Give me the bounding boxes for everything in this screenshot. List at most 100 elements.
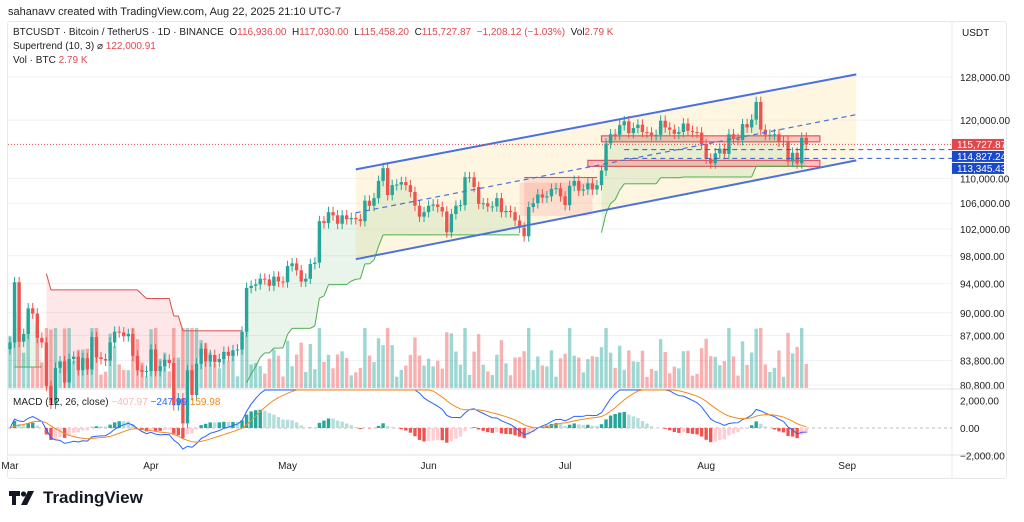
volume-legend[interactable]: Vol · BTC 2.79 K xyxy=(13,55,88,66)
candle-body xyxy=(563,196,567,206)
candle-body xyxy=(513,212,517,221)
candle-body xyxy=(249,285,253,288)
macd-histogram-bar xyxy=(199,425,203,428)
volume-bar xyxy=(167,371,171,388)
supertrend-line xyxy=(373,246,380,261)
supertrend-fill xyxy=(351,217,356,282)
supertrend-fill xyxy=(255,278,261,367)
supertrend-fill xyxy=(301,278,306,329)
volume-bar xyxy=(276,355,281,388)
supertrend-line xyxy=(319,295,325,299)
supertrend-fill xyxy=(114,289,120,333)
volume-bar xyxy=(513,357,517,388)
macd-histogram-bar xyxy=(749,425,754,428)
macd-histogram-bar xyxy=(504,428,508,434)
volume-bar xyxy=(672,366,676,388)
candle-body xyxy=(167,359,171,363)
macd-histogram-bar xyxy=(203,423,208,428)
candle-body xyxy=(67,358,71,383)
macd-histogram-bar xyxy=(194,428,199,430)
macd-histogram-bar xyxy=(35,425,39,428)
macd-histogram-bar xyxy=(81,428,85,431)
supertrend-line xyxy=(619,183,625,191)
supertrend-line xyxy=(310,325,316,329)
macd-histogram-bar xyxy=(153,428,158,431)
macd-legend[interactable]: MACD (12, 26, close) −407.97 −247.99 159… xyxy=(13,397,220,408)
volume-bar xyxy=(781,376,786,388)
candle-body xyxy=(731,134,736,139)
volume-bar xyxy=(677,368,681,388)
macd-histogram-bar xyxy=(217,422,221,428)
supertrend-line xyxy=(314,298,320,326)
macd-histogram-bar xyxy=(681,428,686,433)
candle-body xyxy=(276,276,281,282)
time-tick-label: Sep xyxy=(838,461,856,472)
candle-body xyxy=(554,188,558,190)
macd-histogram-bar xyxy=(21,425,26,428)
volume-bar xyxy=(440,368,444,388)
candle-body xyxy=(313,262,317,265)
macd-histogram-bar xyxy=(185,428,190,435)
supertrend-fill xyxy=(678,123,684,178)
candle-body xyxy=(663,120,667,128)
candle-body xyxy=(281,281,285,283)
candle-body xyxy=(449,214,454,233)
volume-bar xyxy=(718,365,722,388)
supertrend-fill xyxy=(769,134,775,167)
supertrend-legend[interactable]: Supertrend (10, 3) ⌀ 122,000.91 xyxy=(13,41,156,52)
volume-bar xyxy=(322,361,326,388)
candle-body xyxy=(99,357,103,359)
candle-body xyxy=(508,210,513,213)
macd-histogram-bar xyxy=(786,428,790,437)
chart-frame[interactable] xyxy=(7,21,1007,479)
candle-body xyxy=(76,356,80,371)
supertrend-fill xyxy=(719,148,725,177)
time-tick-label: Apr xyxy=(143,461,159,472)
supertrend-fill xyxy=(656,120,661,184)
volume-bar xyxy=(326,354,331,388)
supertrend-fill xyxy=(278,281,283,349)
volume-bar xyxy=(690,375,695,388)
volume-bar xyxy=(786,332,790,388)
macd-histogram-bar xyxy=(440,428,444,441)
supertrend-fill xyxy=(474,187,479,235)
macd-histogram-bar xyxy=(686,428,690,434)
macd-histogram-bar xyxy=(522,428,526,439)
supertrend-line xyxy=(287,328,293,335)
tradingview-logo[interactable]: TradingView xyxy=(9,488,143,508)
candle-body xyxy=(690,130,695,132)
supertrend-fill xyxy=(651,134,657,184)
supertrend-line xyxy=(359,263,366,279)
candle-body xyxy=(231,350,235,356)
price-tick-label: 87,000.00 xyxy=(960,331,1005,342)
candle-body xyxy=(786,141,790,162)
supertrend-line xyxy=(282,334,289,349)
volume-bar xyxy=(122,369,126,388)
macd-histogram-bar xyxy=(390,427,394,428)
macd-histogram-bar xyxy=(17,423,21,428)
candle-body xyxy=(90,337,94,370)
price-tick-label: 106,000.00 xyxy=(960,199,1010,210)
candle-body xyxy=(722,148,727,154)
candle-body xyxy=(718,148,722,154)
supertrend-fill xyxy=(747,119,752,177)
supertrend-fill xyxy=(19,333,24,368)
hidden-eye-icon[interactable]: ⌀ xyxy=(96,41,103,52)
candle-body xyxy=(317,221,322,263)
volume-bar xyxy=(385,328,390,388)
supertrend-fill xyxy=(551,177,556,189)
volume-bar xyxy=(40,362,44,388)
chart-credit: sahanavv created with TradingView.com, A… xyxy=(8,6,342,18)
supertrend-fill xyxy=(87,289,92,370)
candle-body xyxy=(172,362,176,406)
volume-bar xyxy=(558,358,563,388)
close-value: 115,727.87 xyxy=(421,27,472,38)
candle-body xyxy=(149,349,153,372)
macd-histogram-bar xyxy=(181,428,185,439)
supertrend-fill xyxy=(683,123,688,177)
supertrend-fill xyxy=(615,125,620,200)
macd-histogram-bar xyxy=(72,428,76,433)
price-tick-label: 120,000.00 xyxy=(960,116,1010,127)
candle-body xyxy=(645,131,649,133)
